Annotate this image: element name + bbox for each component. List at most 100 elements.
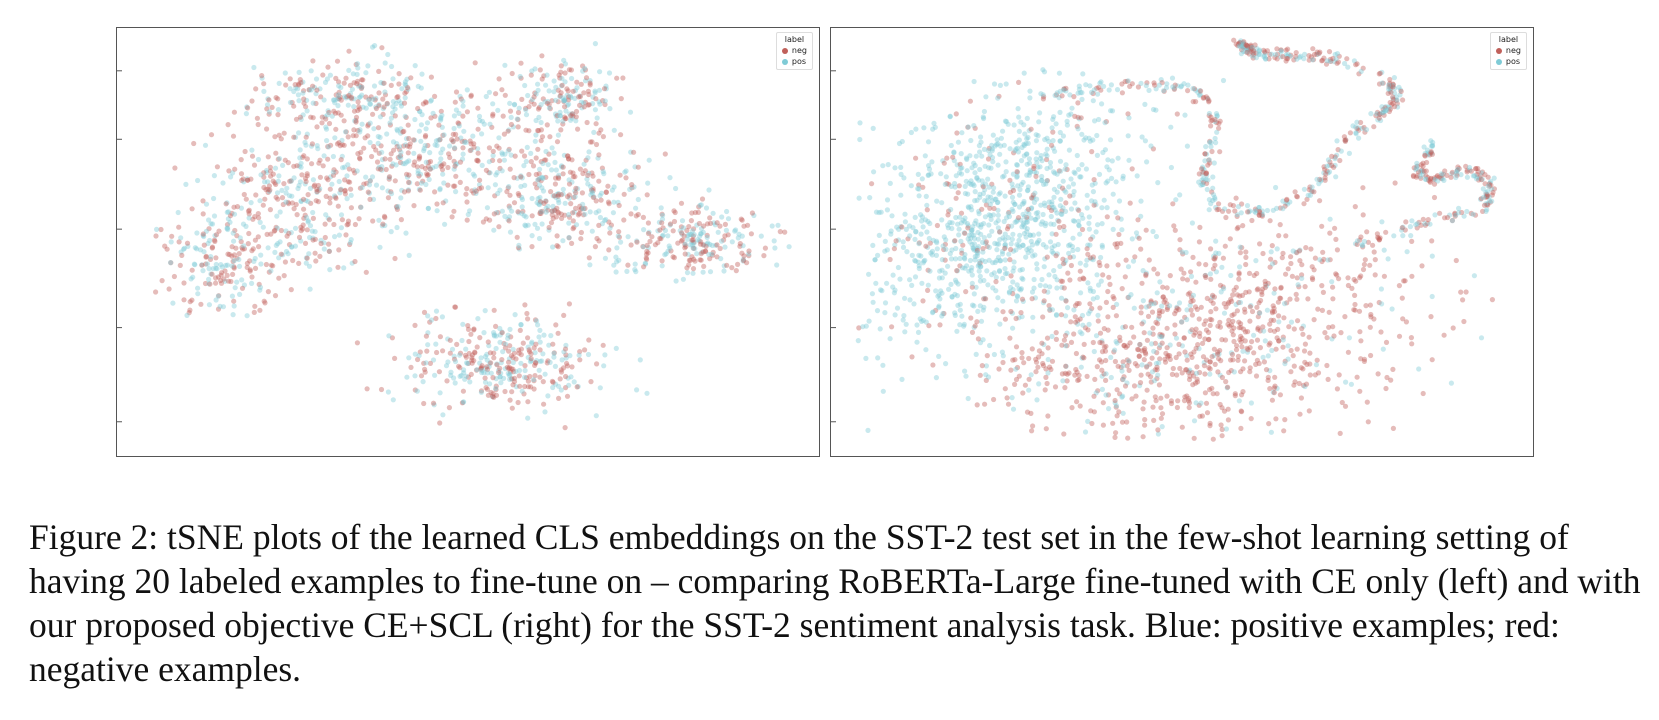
point-neg (566, 301, 572, 307)
point-pos (1057, 158, 1064, 164)
point-pos (1026, 156, 1032, 162)
point-neg (1334, 272, 1340, 278)
point-pos (923, 193, 929, 199)
point-neg (1154, 364, 1160, 370)
point-pos (317, 86, 323, 92)
point-neg (405, 85, 411, 91)
point-neg (1217, 347, 1223, 354)
point-pos (975, 229, 981, 236)
point-neg (1187, 373, 1193, 379)
point-neg (1238, 408, 1244, 414)
point-pos (251, 64, 257, 71)
point-pos (1075, 90, 1081, 96)
point-neg (440, 200, 446, 206)
point-pos (870, 242, 876, 248)
point-neg (384, 100, 390, 106)
point-neg (1229, 298, 1235, 304)
point-pos (867, 195, 873, 201)
point-neg (323, 193, 329, 199)
point-pos (236, 256, 242, 263)
point-neg (1115, 262, 1121, 268)
point-neg (332, 194, 338, 200)
point-neg (1176, 307, 1182, 313)
point-pos (225, 209, 231, 215)
point-pos (206, 266, 212, 272)
point-pos (417, 171, 424, 177)
point-neg (1059, 342, 1065, 348)
point-pos (1076, 83, 1082, 89)
point-pos (641, 227, 647, 233)
point-pos (1163, 85, 1170, 91)
point-neg (548, 220, 555, 226)
point-pos (363, 174, 369, 180)
point-pos (1240, 48, 1247, 54)
point-neg (171, 273, 177, 280)
point-neg (523, 127, 529, 133)
point-pos (406, 355, 412, 361)
point-pos (948, 281, 954, 287)
point-pos (949, 225, 955, 232)
point-neg (469, 360, 475, 366)
point-pos (218, 262, 224, 268)
point-pos (1284, 53, 1290, 59)
point-neg (564, 153, 571, 159)
point-neg (273, 150, 279, 156)
point-neg (471, 358, 477, 364)
point-neg (367, 178, 373, 184)
point-neg (698, 251, 704, 257)
point-neg (1315, 306, 1321, 312)
point-pos (1015, 294, 1021, 300)
point-pos (175, 209, 181, 216)
point-pos (1002, 242, 1008, 248)
point-neg (1025, 206, 1031, 212)
point-pos (584, 220, 590, 226)
point-pos (1387, 86, 1393, 93)
point-pos (558, 83, 565, 89)
point-neg (1247, 365, 1253, 371)
point-pos (482, 379, 489, 385)
point-pos (952, 291, 958, 297)
point-neg (1126, 367, 1132, 373)
point-pos (892, 312, 898, 318)
point-pos (277, 239, 283, 245)
point-neg (1360, 212, 1366, 218)
point-neg (1349, 285, 1355, 291)
point-neg (541, 73, 547, 79)
point-neg (1314, 51, 1320, 57)
point-pos (552, 159, 558, 165)
point-neg (378, 386, 385, 393)
point-neg (1191, 349, 1197, 355)
point-neg (1177, 237, 1183, 243)
point-pos (328, 174, 334, 180)
point-neg (1303, 381, 1310, 387)
point-pos (359, 84, 365, 90)
point-neg (645, 250, 651, 256)
point-pos (1065, 305, 1071, 311)
point-pos (1049, 307, 1055, 313)
point-neg (668, 248, 674, 254)
point-pos (321, 97, 327, 103)
point-pos (980, 114, 986, 120)
point-neg (1059, 185, 1066, 191)
point-pos (589, 188, 595, 195)
point-pos (336, 232, 342, 238)
point-pos (298, 160, 304, 166)
point-neg (1337, 430, 1343, 436)
point-pos (575, 186, 581, 192)
point-neg (282, 157, 288, 163)
point-pos (1156, 82, 1162, 88)
point-neg (288, 287, 294, 293)
point-pos (214, 266, 220, 272)
point-pos (975, 236, 981, 242)
point-pos (965, 223, 971, 229)
point-neg (339, 217, 345, 223)
point-neg (737, 241, 743, 247)
point-pos (344, 173, 350, 179)
point-pos (658, 205, 664, 211)
point-neg (1060, 261, 1067, 267)
point-pos (1324, 58, 1330, 64)
point-pos (467, 208, 473, 214)
point-pos (986, 257, 992, 263)
point-neg (358, 204, 364, 210)
point-pos (1316, 181, 1322, 187)
